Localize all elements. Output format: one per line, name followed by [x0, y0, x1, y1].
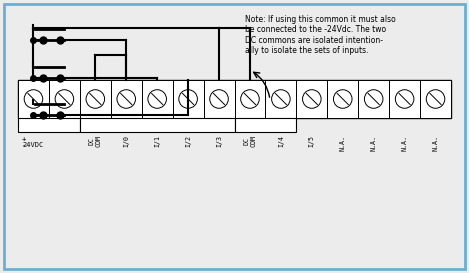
Bar [80, 80, 111, 118]
Circle shape [426, 90, 445, 108]
Text: I/2: I/2 [185, 135, 191, 147]
Text: -: - [22, 142, 26, 148]
Text: DC
COM: DC COM [89, 135, 102, 147]
Bar [18, 118, 80, 132]
Bar [358, 80, 389, 118]
Circle shape [179, 90, 197, 108]
Text: +: + [22, 136, 26, 142]
Text: N.A.: N.A. [432, 135, 439, 151]
Circle shape [148, 90, 166, 108]
Text: 24VDC: 24VDC [23, 142, 44, 148]
Circle shape [86, 90, 105, 108]
Circle shape [24, 90, 43, 108]
Circle shape [303, 90, 321, 108]
Bar [80, 118, 234, 132]
Circle shape [241, 90, 259, 108]
Bar [327, 80, 358, 118]
Text: N.A.: N.A. [340, 135, 346, 151]
Text: N.A.: N.A. [401, 135, 408, 151]
Text: Note: If using this common it must also
be connected to the -24Vdc. The two
DC c: Note: If using this common it must also … [245, 15, 396, 55]
Circle shape [364, 90, 383, 108]
Bar [204, 80, 234, 118]
Text: I/5: I/5 [309, 135, 315, 147]
Circle shape [333, 90, 352, 108]
Text: I/0: I/0 [123, 135, 129, 147]
Bar [142, 80, 173, 118]
Bar [111, 80, 142, 118]
Text: I/3: I/3 [216, 135, 222, 147]
Bar [173, 80, 204, 118]
Bar [389, 80, 420, 118]
Bar [420, 80, 451, 118]
Bar [18, 80, 49, 118]
Text: I/1: I/1 [154, 135, 160, 147]
Bar [234, 118, 296, 132]
Text: I/4: I/4 [278, 135, 284, 147]
Text: DC
COM: DC COM [243, 135, 257, 147]
Bar [265, 80, 296, 118]
Circle shape [272, 90, 290, 108]
Circle shape [117, 90, 136, 108]
Bar [49, 80, 80, 118]
Bar [234, 80, 265, 118]
Circle shape [55, 90, 74, 108]
Bar [18, 80, 451, 118]
Text: N.A.: N.A. [371, 135, 377, 151]
Circle shape [395, 90, 414, 108]
Bar [296, 80, 327, 118]
Circle shape [210, 90, 228, 108]
